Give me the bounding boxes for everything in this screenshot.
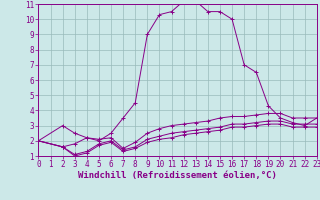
- X-axis label: Windchill (Refroidissement éolien,°C): Windchill (Refroidissement éolien,°C): [78, 171, 277, 180]
